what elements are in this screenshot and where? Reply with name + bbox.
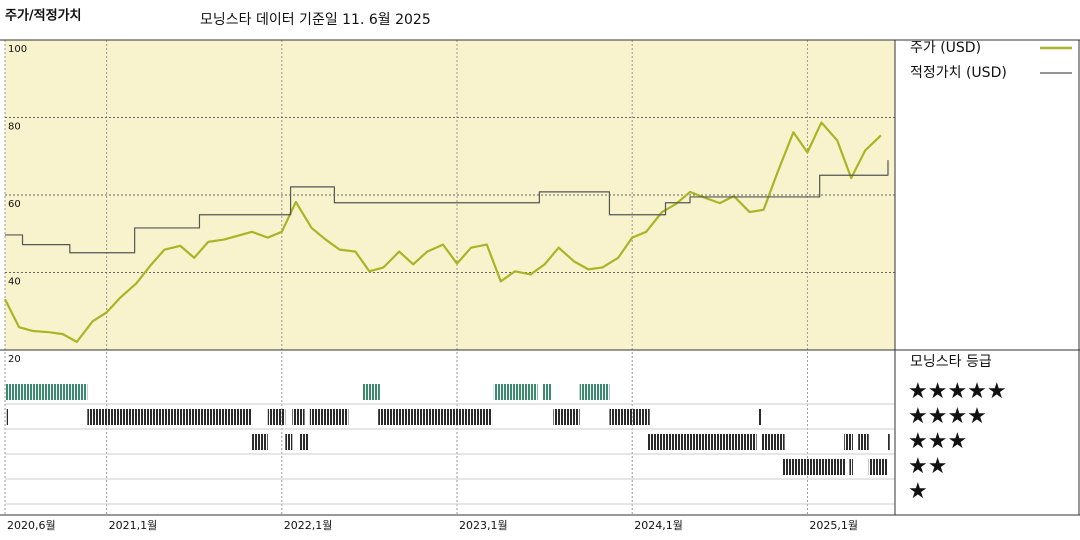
rating-bar — [299, 434, 309, 450]
x-tick-label: 2024,1월 — [634, 519, 683, 532]
rating-bar — [87, 409, 253, 425]
x-tick-label: 2023,1월 — [459, 519, 508, 532]
rating-bar — [378, 409, 493, 425]
rating-label: ★ — [908, 479, 928, 504]
rating-bar — [761, 434, 785, 450]
rating-bar — [309, 409, 349, 425]
x-tick-label: 2022,1월 — [284, 519, 333, 532]
rating-label: ★★★★ — [908, 404, 987, 429]
rating-bar — [609, 409, 650, 425]
rating-bar — [252, 434, 268, 450]
rating-bar — [782, 459, 846, 475]
y-tick-label: 60 — [8, 199, 21, 210]
series-line — [4, 121, 882, 343]
series-line — [5, 160, 889, 254]
rating-bar — [362, 384, 380, 400]
rating-bar — [647, 434, 757, 450]
rating-bar — [844, 434, 853, 450]
rating-title: 모닝스타 등급 — [910, 354, 992, 370]
rating-bar — [5, 384, 88, 400]
y-tick-label: 20 — [8, 354, 21, 365]
rating-bar — [868, 459, 888, 475]
y-tick-label: 40 — [8, 277, 21, 288]
chart-subtitle: 모닝스타 데이터 기준일 11. 6월 2025 — [200, 12, 431, 28]
x-tick-label: 2020,6월 — [7, 519, 56, 532]
rating-label: ★★★★★ — [908, 379, 1007, 404]
rating-bar — [6, 409, 9, 425]
rating-bar — [858, 434, 869, 450]
rating-bar — [887, 434, 890, 450]
legend-label: 적정가치 (USD) — [910, 65, 1007, 81]
y-tick-label: 100 — [8, 44, 27, 55]
rating-bar — [579, 384, 610, 400]
x-tick-label: 2025,1월 — [809, 519, 858, 532]
x-tick-label: 2021,1월 — [109, 519, 158, 532]
rating-bar — [553, 409, 580, 425]
rating-bar — [493, 384, 538, 400]
rating-bar — [292, 409, 305, 425]
legend-label: 주가 (USD) — [910, 40, 981, 56]
rating-bar — [758, 409, 762, 425]
chart-title: 주가/적정가치 — [5, 8, 82, 24]
rating-label: ★★★ — [908, 429, 967, 454]
rating-bar — [849, 459, 853, 475]
rating-label: ★★ — [908, 454, 947, 479]
y-tick-label: 80 — [8, 122, 21, 133]
rating-bar — [285, 434, 293, 450]
rating-bar — [542, 384, 552, 400]
rating-bar — [267, 409, 286, 425]
